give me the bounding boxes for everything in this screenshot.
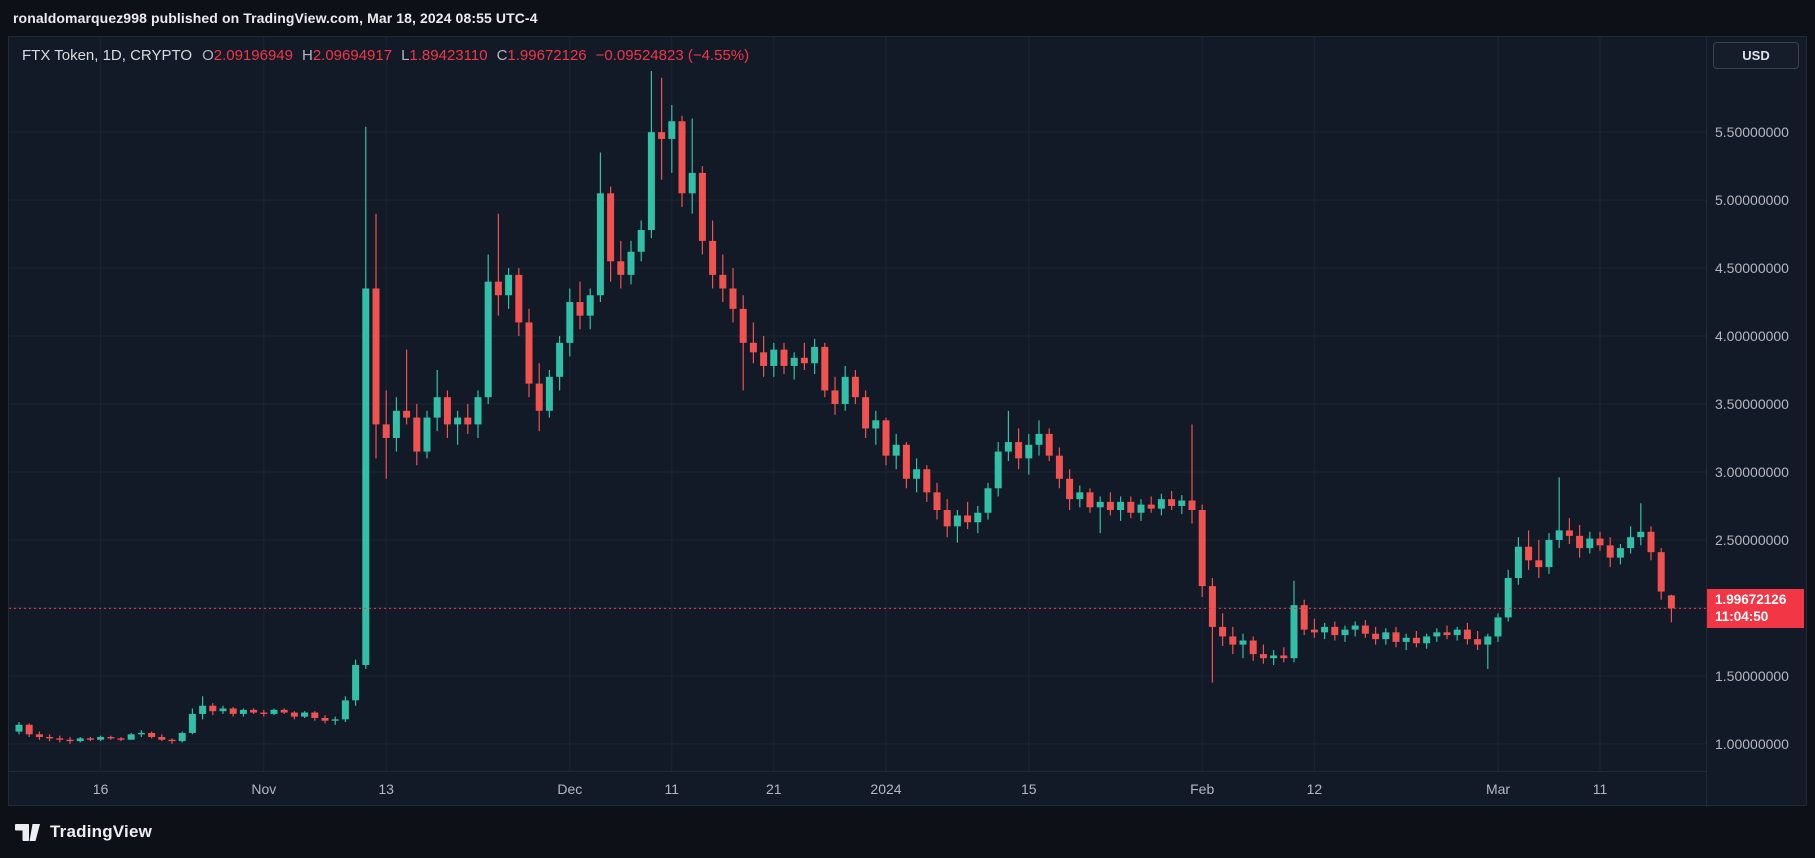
ohlc-close: C1.99672126 xyxy=(496,47,587,64)
change-value: −0.09524823 (−4.55%) xyxy=(595,47,750,64)
time-tick-label: 11 xyxy=(664,781,680,797)
time-tick-label: 21 xyxy=(766,781,782,797)
candles-layer xyxy=(15,70,1675,744)
footer: TradingView xyxy=(0,806,1815,858)
time-tick-label: 12 xyxy=(1306,781,1323,797)
brand-name: TradingView xyxy=(50,822,153,841)
chart-legend: FTX Token, 1D, CRYPTO O2.09196949 H2.096… xyxy=(22,47,749,64)
currency-button[interactable]: USD xyxy=(1713,42,1799,69)
time-tick-label: Mar xyxy=(1485,781,1511,797)
attribution-bar: ronaldomarquez998 published on TradingVi… xyxy=(0,0,1815,36)
price-tick-label: 1.00000000 xyxy=(1715,735,1789,752)
time-tick-label: 16 xyxy=(92,781,109,797)
time-tick-label: 13 xyxy=(378,781,394,797)
price-tick-label: 4.50000000 xyxy=(1715,260,1789,277)
time-tick-label: 2024 xyxy=(870,781,902,797)
symbol-title: FTX Token, 1D, CRYPTO xyxy=(22,47,193,64)
price-tick-label: 5.00000000 xyxy=(1715,192,1789,209)
badge-countdown: 11:04:50 xyxy=(1715,609,1769,625)
price-axis[interactable]: 1.000000001.500000002.000000002.50000000… xyxy=(1706,37,1807,807)
time-tick-label: Nov xyxy=(251,781,277,797)
price-tick-label: 1.50000000 xyxy=(1715,667,1789,684)
price-tick-label: 3.50000000 xyxy=(1715,396,1789,412)
current-price-badge: 1.99672126 11:04:50 xyxy=(1707,589,1804,629)
price-tick-label: 2.50000000 xyxy=(1715,531,1789,548)
chart-container[interactable]: FTX Token, 1D, CRYPTO O2.09196949 H2.096… xyxy=(8,36,1807,807)
time-tick-label: 11 xyxy=(1592,781,1608,797)
ohlc-low: L1.89423110 xyxy=(401,47,488,64)
candlestick-chart[interactable] xyxy=(9,37,1706,771)
ohlc-high: H2.09694917 xyxy=(301,47,393,64)
grid xyxy=(9,37,1706,771)
price-tick-label: 3.00000000 xyxy=(1715,463,1789,480)
ohlc-open: O2.09196949 xyxy=(202,47,293,64)
time-tick-label: 15 xyxy=(1021,781,1037,797)
price-tick-label: 4.00000000 xyxy=(1715,328,1789,345)
time-tick-label: Feb xyxy=(1190,781,1215,797)
tradingview-logo-icon[interactable] xyxy=(14,819,41,846)
time-axis[interactable]: 16 Nov 13 Dec 11 21 2024 15 Feb 12 Mar 11 xyxy=(9,771,1706,806)
attribution-text: ronaldomarquez998 published on TradingVi… xyxy=(13,10,538,26)
badge-price: 1.99672126 xyxy=(1715,592,1787,608)
price-tick-label: 5.50000000 xyxy=(1715,124,1789,141)
time-tick-label: Dec xyxy=(557,781,583,797)
